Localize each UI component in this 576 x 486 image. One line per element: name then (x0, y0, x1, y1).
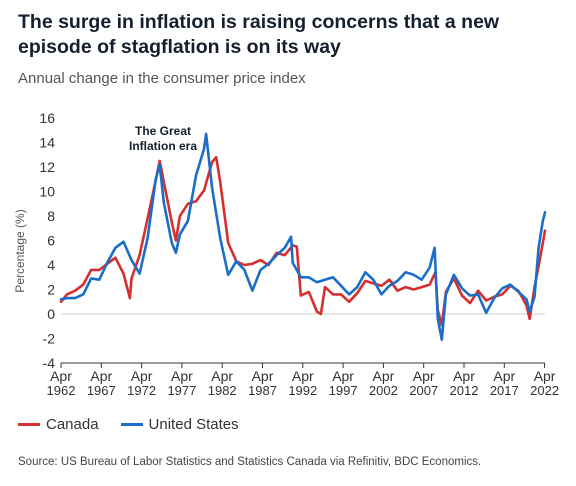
x-tick-label-month: Apr (534, 368, 556, 384)
series-line-canada (59, 155, 547, 327)
y-tick-label: 4 (47, 257, 55, 273)
x-tick-label-month: Apr (453, 368, 475, 384)
x-tick-label-year: 2002 (369, 383, 398, 398)
chart-title: The surge in inflation is raising concer… (18, 11, 500, 58)
x-tick-label-month: Apr (90, 368, 112, 384)
x-tick-label-year: 1972 (127, 383, 156, 398)
x-tick-label-year: 2007 (409, 383, 438, 398)
series-line-united-states (59, 132, 547, 341)
y-tick-label: 12 (39, 159, 55, 175)
y-tick-label: -2 (43, 331, 56, 347)
x-tick-label-year: 1987 (248, 383, 277, 398)
x-tick-label-month: Apr (372, 368, 394, 384)
x-tick-label-month: Apr (493, 368, 515, 384)
legend-item-united-states: United States (120, 416, 239, 433)
x-tick-label-year: 1967 (87, 383, 116, 398)
y-tick-label: 8 (47, 208, 55, 224)
x-tick-label-month: Apr (50, 368, 72, 384)
x-tick-label-month: Apr (211, 368, 233, 384)
y-tick-label: 6 (47, 233, 55, 249)
x-tick-label-month: Apr (292, 368, 314, 384)
legend-item-canada: Canada (18, 416, 99, 433)
x-tick-label-year: 1997 (329, 383, 358, 398)
chart-subtitle: Annual change in the consumer price inde… (18, 70, 306, 87)
x-tick-label-month: Apr (131, 368, 153, 384)
y-tick-label: 14 (39, 135, 55, 151)
y-tick-label: 10 (39, 184, 55, 200)
x-tick-label-month: Apr (413, 368, 435, 384)
y-tick-label: 2 (47, 282, 55, 298)
annotation-line-2: Inflation era (129, 139, 197, 153)
chart-legend: Canada United States (18, 416, 261, 433)
source-note: Source: US Bureau of Labor Statistics an… (18, 456, 482, 468)
x-tick-label-month: Apr (332, 368, 354, 384)
x-tick-label-month: Apr (252, 368, 274, 384)
x-tick-label-year: 2012 (450, 383, 479, 398)
x-tick-label-year: 1992 (288, 383, 317, 398)
legend-label-canada: Canada (46, 416, 99, 433)
legend-swatch-canada (18, 423, 40, 426)
x-tick-label-year: 1977 (167, 383, 196, 398)
annotation-line-1: The Great (135, 124, 191, 138)
y-axis-ticks: -4 -2 0 2 4 6 8 10 12 14 16 (39, 110, 55, 371)
x-axis-ticks: Apr1962Apr1967Apr1972Apr1977Apr1982Apr19… (47, 363, 559, 398)
x-tick-label-year: 1982 (208, 383, 237, 398)
legend-swatch-united-states (120, 423, 143, 426)
x-tick-label-year: 2017 (490, 383, 519, 398)
legend-label-united-states: United States (148, 416, 239, 433)
series-layer (59, 132, 547, 341)
y-tick-label: 0 (47, 306, 55, 322)
x-tick-label-month: Apr (171, 368, 193, 384)
x-tick-label-year: 1962 (47, 383, 76, 398)
y-tick-label: -4 (43, 355, 56, 371)
y-axis-label: Percentage (%) (13, 209, 27, 292)
y-tick-label: 16 (39, 110, 55, 126)
x-tick-label-year: 2022 (530, 383, 559, 398)
